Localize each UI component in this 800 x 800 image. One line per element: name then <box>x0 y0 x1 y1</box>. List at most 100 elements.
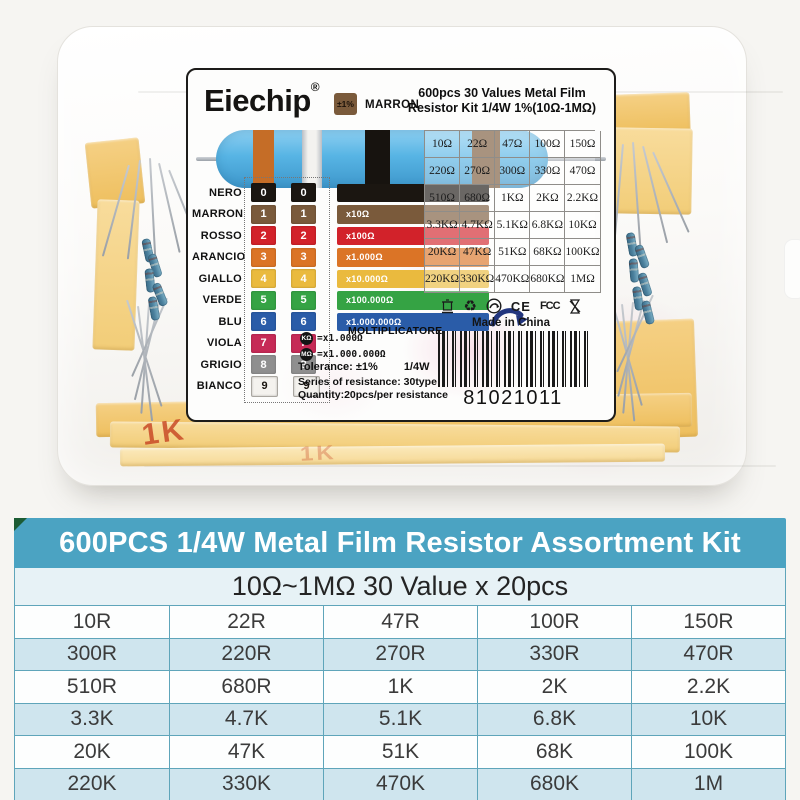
label-grid-cell: 10KΩ <box>565 212 601 239</box>
label-grid-cell: 10Ω <box>425 131 461 158</box>
label-grid-cell: 6.8KΩ <box>530 212 566 239</box>
color-digit-chip: 1 <box>251 204 276 224</box>
resistance-cell: 100R <box>477 606 631 638</box>
resistor-body-drawing <box>216 130 548 188</box>
label-grid-cell: 3.3KΩ <box>425 212 461 239</box>
resistance-cell: 1M <box>631 768 785 800</box>
color-digit-chip: 0 <box>291 183 316 203</box>
label-grid-cell: 4.7KΩ <box>460 212 496 239</box>
resistance-cell: 68K <box>477 736 631 768</box>
quantity-line: Quantity:20pcs/per resistance <box>298 389 448 401</box>
fcc-mark: FCC <box>539 300 561 312</box>
color-code-row: MARRON 1 1 x10Ω <box>192 204 510 226</box>
made-in-text: Made in China <box>472 317 550 329</box>
corner-fold <box>14 518 27 531</box>
tolerance-text: Tolerance: ±1% <box>298 361 378 373</box>
color-digit-chip: 8 <box>251 355 276 375</box>
color-digit-chip: 6 <box>291 312 316 332</box>
color-name: BIANCO <box>196 380 242 393</box>
brand-logo: Eiechip® <box>204 80 320 119</box>
kilo-ohm-badge: KΩ <box>300 332 313 345</box>
color-code-row: VERDE 5 5 x100.000Ω <box>192 290 510 312</box>
label-grid-cell: 2KΩ <box>530 185 566 212</box>
kilo-ohm-value: =x1.000Ω <box>317 333 363 344</box>
mega-ohm-legend: MΩ =x1.000.000Ω <box>300 348 386 361</box>
label-grid-cell: 510Ω <box>425 185 461 212</box>
tolerance-line: Tolerance: ±1% 1/4W <box>298 361 430 373</box>
multiplier-bar: x10.000Ω <box>337 269 489 288</box>
color-name: NERO <box>209 186 242 199</box>
resistance-cell: 270R <box>323 638 477 670</box>
multiplier-bar <box>337 183 489 202</box>
color-name: ROSSO <box>200 229 242 242</box>
resistance-cell: 510R <box>66 674 118 698</box>
brand-text: Eiechip <box>204 83 311 118</box>
label-grid-cell: 330Ω <box>530 158 566 185</box>
label-grid-cell: 300Ω <box>495 158 531 185</box>
resistance-cell: 220K <box>67 772 117 796</box>
resistance-cell: 47K <box>169 736 323 768</box>
resistance-cell: 2K <box>477 671 631 703</box>
label-grid-cell: 100Ω <box>530 131 566 158</box>
label-grid-cell: 2.2KΩ <box>565 185 601 212</box>
label-grid-cell: 470KΩ <box>495 266 531 293</box>
table-row: 10R 22R 47R 100R 150R <box>15 606 785 638</box>
resistance-cell: 47R <box>323 606 477 638</box>
tape-stamp-text: 1K <box>139 413 189 452</box>
green-dot-icon <box>486 298 502 314</box>
color-digit-chip: 3 <box>251 247 276 267</box>
mega-ohm-badge: MΩ <box>300 348 313 361</box>
resistance-cell: 680K <box>477 768 631 800</box>
label-grid-cell: 5.1KΩ <box>495 212 531 239</box>
resistance-cell: 6.8K <box>477 703 631 735</box>
series-line: Series of resistance: 30type <box>298 376 437 388</box>
label-grid-cell: 270Ω <box>460 158 496 185</box>
color-name: VIOLA <box>206 337 242 350</box>
certification-icons-row: ♻ CE FCC <box>428 298 594 314</box>
label-grid-cell: 220KΩ <box>425 266 461 293</box>
resistance-cell: 1K <box>323 671 477 703</box>
label-grid-cell: 150Ω <box>565 131 601 158</box>
resistance-cell: 100K <box>631 736 785 768</box>
multiplier-bar: x10Ω <box>337 205 489 224</box>
label-grid-cell: 220Ω <box>425 158 461 185</box>
resistance-values-grid: 10Ω 22Ω 47Ω 100Ω 150Ω 220Ω 270Ω 300Ω 330Ω 470Ω 510… <box>424 130 601 293</box>
resistance-cell: 220R <box>169 638 323 670</box>
spec-table-header: 600PCS 1/4W Metal Film Resistor Assortme… <box>14 518 786 568</box>
band-white <box>302 130 323 188</box>
color-name: BLU <box>218 315 242 328</box>
resistor-illustration <box>188 128 614 190</box>
band-black <box>365 130 391 188</box>
color-code-row: GIALLO 4 4 x10.000Ω <box>192 268 510 290</box>
label-grid-cell: 330KΩ <box>460 266 496 293</box>
color-name: ARANCIO <box>192 251 246 264</box>
color-code-row: ARANCIO 3 3 x1.000Ω <box>192 247 510 269</box>
table-row: 510R 680R 1K 2K 2.2K <box>15 670 785 703</box>
multiplier-bar: x100Ω <box>337 226 489 245</box>
resistance-cell: 330K <box>169 768 323 800</box>
resistance-cell: 300R <box>66 642 118 666</box>
product-label: Eiechip® ±1% MARRON NERO 0 0 MARRON 1 1 x10Ω RO… <box>186 68 616 422</box>
color-digit-chip: 9 <box>251 375 278 397</box>
label-grid-cell: 470Ω <box>565 158 601 185</box>
tape-stamp-text: 1K <box>299 441 338 466</box>
tolerance-color-name: MARRON <box>365 99 420 111</box>
resistance-cell: 680R <box>169 671 323 703</box>
recycle-icon: ♻ <box>463 296 477 315</box>
crossed-hourglass-icon <box>569 298 581 314</box>
resistance-cell: 3.3K <box>70 707 114 731</box>
spec-table: 600PCS 1/4W Metal Film Resistor Assortme… <box>14 518 786 800</box>
label-grid-cell: 680KΩ <box>530 266 566 293</box>
spec-table-body: 10R 22R 47R 100R 150R 300R 220R 270R 330R 470R 510… <box>14 606 786 800</box>
color-name: MARRON <box>192 208 244 221</box>
resistance-cell: 150R <box>631 606 785 638</box>
multiplier-bar: x1.000.000Ω <box>337 312 489 331</box>
band-orange <box>252 130 275 188</box>
label-grid-cell: 68KΩ <box>530 239 566 266</box>
label-grid-cell: 20KΩ <box>425 239 461 266</box>
color-digit-chip: 6 <box>251 312 276 332</box>
label-grid-cell: 51KΩ <box>495 239 531 266</box>
table-row: 20K 47K 51K 68K 100K <box>15 735 785 768</box>
table-row: 220K 330K 470K 680K 1M <box>15 767 785 800</box>
